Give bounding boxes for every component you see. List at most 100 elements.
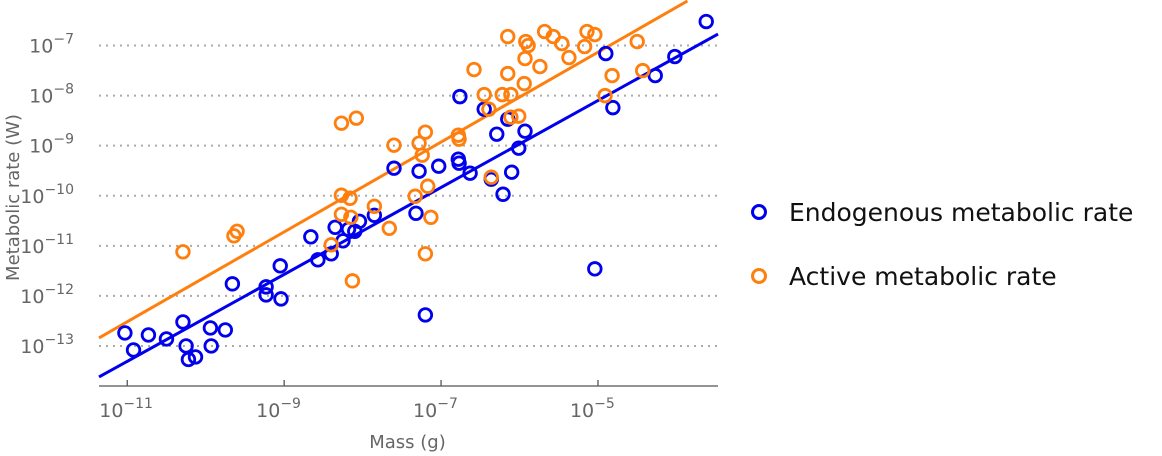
data-point-endogenous xyxy=(503,164,520,180)
data-point-endogenous xyxy=(202,320,219,336)
data-point-endogenous xyxy=(411,163,427,179)
data-point-endogenous xyxy=(224,276,241,292)
data-point-active xyxy=(517,50,533,67)
data-point-endogenous xyxy=(598,45,614,62)
data-point-active xyxy=(343,209,359,225)
y-tick-label: 10−12 xyxy=(20,282,74,308)
data-points xyxy=(117,13,714,368)
data-point-active xyxy=(503,109,519,125)
data-point-active xyxy=(520,37,536,54)
data-point-active xyxy=(587,26,603,43)
data-point-active xyxy=(386,137,402,153)
data-point-endogenous xyxy=(431,158,447,174)
data-point-active xyxy=(323,237,339,253)
data-point-active xyxy=(366,198,383,214)
data-point-active xyxy=(476,86,492,103)
data-point-endogenous xyxy=(158,331,175,347)
y-tick-label: 10−7 xyxy=(29,32,74,58)
data-point-endogenous xyxy=(273,291,289,307)
legend: Endogenous metabolic rate Active metabol… xyxy=(748,180,1133,308)
data-point-active xyxy=(407,188,423,204)
data-point-endogenous xyxy=(258,279,274,295)
data-point-endogenous xyxy=(489,126,505,142)
legend-item-active: Active metabolic rate xyxy=(748,244,1133,308)
data-point-active xyxy=(423,209,439,225)
data-point-endogenous xyxy=(258,287,274,303)
open-circle-marker-icon xyxy=(751,204,767,220)
data-point-endogenous xyxy=(323,246,339,262)
data-point-active xyxy=(503,86,519,103)
data-point-endogenous xyxy=(587,261,603,277)
data-point-active xyxy=(500,65,516,82)
y-axis-label: Metabolic rate (W) xyxy=(3,114,24,281)
data-point-active xyxy=(333,187,350,203)
data-point-active xyxy=(629,33,645,50)
data-point-active xyxy=(597,87,613,104)
data-point-endogenous xyxy=(386,160,402,176)
data-point-endogenous xyxy=(462,165,478,181)
data-point-endogenous xyxy=(351,213,368,229)
data-point-active xyxy=(500,28,516,45)
data-point-active xyxy=(532,58,548,75)
data-point-endogenous xyxy=(180,351,197,368)
data-point-active xyxy=(466,61,482,78)
data-point-active xyxy=(561,49,577,66)
open-circle-marker-icon xyxy=(751,268,767,284)
data-point-endogenous xyxy=(303,229,319,245)
x-axis-label: Mass (g) xyxy=(369,432,446,453)
data-point-endogenous xyxy=(203,338,219,354)
x-tick-label: 10−5 xyxy=(570,396,615,422)
data-point-active xyxy=(333,115,350,131)
data-point-active xyxy=(579,23,595,40)
data-point-active xyxy=(554,35,570,52)
fit-lines xyxy=(98,0,719,379)
data-point-active xyxy=(333,206,350,222)
data-point-active xyxy=(417,124,434,140)
data-point-endogenous xyxy=(451,155,467,171)
y-tick-label: 10−10 xyxy=(20,182,74,208)
data-point-active xyxy=(451,131,467,147)
data-point-active xyxy=(420,178,436,194)
data-point-endogenous xyxy=(125,342,142,358)
data-point-active xyxy=(481,101,497,117)
fit-line-endogenous xyxy=(98,32,719,379)
data-point-endogenous xyxy=(476,101,492,117)
y-tick-label: 10−13 xyxy=(20,332,74,358)
x-tick-label: 10−9 xyxy=(256,396,301,422)
data-point-active xyxy=(516,75,532,92)
data-point-endogenous xyxy=(187,349,204,365)
data-point-active xyxy=(381,220,397,236)
data-point-endogenous xyxy=(605,99,621,116)
data-point-endogenous xyxy=(217,322,234,338)
y-axis-ticks: 10−13 10−12 10−11 10−10 10−9 10−8 10−7 xyxy=(20,32,74,358)
data-point-active xyxy=(604,67,620,84)
data-point-endogenous xyxy=(667,48,683,65)
data-point-endogenous xyxy=(495,186,511,202)
data-point-endogenous xyxy=(698,13,714,30)
data-point-active xyxy=(342,190,358,206)
legend-label: Active metabolic rate xyxy=(789,261,1057,291)
y-tick-label: 10−9 xyxy=(29,132,74,158)
fit-line-active xyxy=(98,0,689,340)
data-point-active xyxy=(576,38,593,55)
data-point-active xyxy=(344,273,361,289)
data-point-active xyxy=(634,62,651,79)
data-point-active xyxy=(414,147,430,163)
data-point-active xyxy=(494,86,510,103)
data-point-active xyxy=(511,108,527,124)
data-point-endogenous xyxy=(327,219,343,235)
data-point-active xyxy=(175,244,191,260)
data-point-endogenous xyxy=(140,327,157,343)
data-point-active xyxy=(417,246,434,262)
data-point-active xyxy=(348,110,365,126)
data-point-endogenous xyxy=(517,123,533,139)
data-point-endogenous xyxy=(647,67,663,84)
data-point-endogenous xyxy=(272,258,288,274)
x-tick-label: 10−7 xyxy=(413,396,458,422)
data-point-endogenous xyxy=(511,140,527,156)
data-point-endogenous xyxy=(175,314,191,330)
data-point-endogenous xyxy=(417,307,434,323)
y-tick-label: 10−8 xyxy=(29,82,74,108)
data-point-endogenous xyxy=(310,252,326,268)
